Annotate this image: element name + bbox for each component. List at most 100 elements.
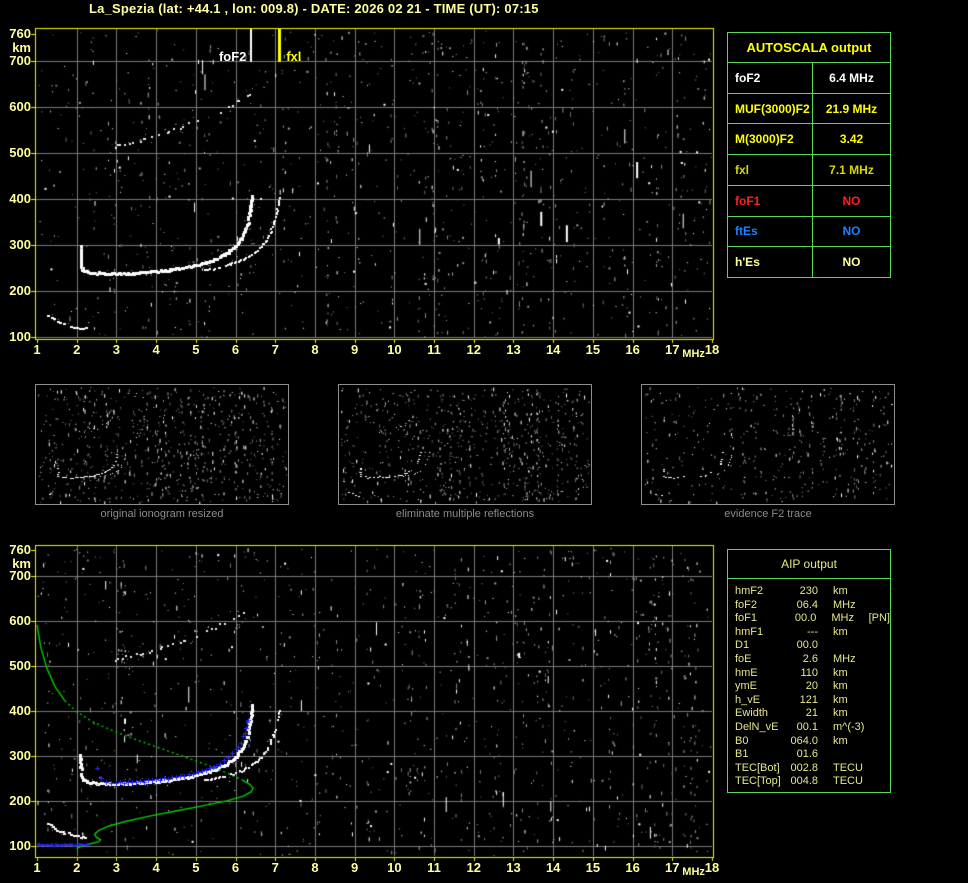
x-tick-label: 3 bbox=[112, 860, 121, 875]
x-tick-label: 1 bbox=[33, 860, 41, 875]
aip-row-unit: TECU bbox=[833, 775, 863, 788]
aip-row-label: B1 bbox=[735, 748, 749, 761]
aip-row-label: foF1 bbox=[735, 612, 758, 625]
x-tick-label: 18 bbox=[704, 860, 720, 875]
aip-row-ewidth: Ewidth 21 km bbox=[735, 707, 890, 721]
aip-row-unit: MHz bbox=[833, 598, 856, 611]
y-tick-label: 400 bbox=[9, 702, 31, 718]
autoscala-row-value: 6.4 MHz bbox=[829, 70, 874, 85]
aip-row-tectop: TEC[Top] 004.8 TECU bbox=[735, 775, 890, 789]
aip-row-hme: hmE 110 km bbox=[735, 667, 890, 681]
aip-row-label: ymE bbox=[735, 680, 757, 693]
y-tick-label: 500 bbox=[9, 145, 31, 161]
autoscala-table-header: AUTOSCALA output bbox=[728, 33, 890, 63]
autoscala-row-value: 3.42 bbox=[839, 132, 864, 147]
y-tick-label: 700 bbox=[9, 53, 31, 69]
aip-table-rows: hmF2 230 km foF2 06.4 MHz foF1 00.0 MHz [PN] hmF1 -… bbox=[728, 579, 890, 789]
aip-row-unit: km bbox=[833, 625, 848, 638]
aip-row-unit bbox=[833, 639, 871, 653]
autoscala-row-label: ftEs bbox=[728, 216, 813, 247]
y-tick-label: 400 bbox=[9, 191, 31, 207]
x-tick-label: 9 bbox=[351, 860, 359, 875]
bottom-ionogram-canvas bbox=[0, 538, 725, 862]
aip-row-value: 00.0 bbox=[794, 612, 817, 625]
autoscala-row-value: 7.1 MHz bbox=[829, 163, 874, 178]
x-tick-label: 15 bbox=[585, 342, 601, 357]
aip-row-hmf2: hmF2 230 km bbox=[735, 585, 890, 599]
autoscala-row-label: foF2 bbox=[728, 63, 813, 93]
autoscala-row-value: NO bbox=[842, 224, 861, 239]
x-tick-label: 14 bbox=[545, 342, 561, 357]
thumbnail-eliminate-reflections bbox=[338, 384, 592, 505]
aip-row-value: 230 bbox=[799, 585, 818, 597]
aip-row-label: foE bbox=[735, 652, 752, 665]
autoscala-row-value: NO bbox=[842, 255, 861, 270]
fxl-marker-label: fxl bbox=[286, 49, 302, 64]
aip-row-value: 00.1 bbox=[796, 720, 818, 733]
x-tick-label: 10 bbox=[387, 342, 402, 357]
x-tick-label: 15 bbox=[585, 860, 601, 875]
aip-row-label: hmE bbox=[735, 666, 758, 679]
aip-row-unit: km bbox=[833, 707, 848, 720]
x-tick-label: 5 bbox=[192, 342, 200, 357]
fof2-marker-label: foF2 bbox=[218, 49, 247, 64]
aip-row-label: B0 bbox=[735, 734, 749, 747]
aip-row-foe: foE 2.6 MHz bbox=[735, 653, 890, 667]
y-tick-label: 760 bbox=[9, 25, 31, 41]
aip-row-label: hmF2 bbox=[735, 585, 764, 597]
aip-row-unit: MHz bbox=[833, 652, 856, 665]
x-tick-label: 6 bbox=[231, 342, 240, 357]
autoscala-row-value: 21.9 MHz bbox=[825, 101, 878, 116]
aip-row-hve: h_vE 121 km bbox=[735, 694, 890, 708]
aip-row-b1: B1 01.6 bbox=[735, 748, 890, 762]
x-tick-label: 11 bbox=[427, 342, 441, 357]
x-axis-unit-label: MHz bbox=[682, 348, 705, 360]
y-tick-label: 200 bbox=[9, 792, 31, 808]
aip-row-unit: km bbox=[833, 585, 848, 597]
autoscala-row-label: h'Es bbox=[728, 247, 813, 278]
autoscala-row-hes: h'Es NO bbox=[728, 246, 890, 278]
y-tick-label: 700 bbox=[9, 568, 31, 584]
aip-row-value: --- bbox=[807, 625, 818, 638]
aip-row-unit bbox=[833, 748, 871, 762]
x-tick-label: 10 bbox=[387, 860, 402, 875]
x-tick-label: 11 bbox=[427, 860, 441, 875]
aip-row-value: 121 bbox=[799, 693, 818, 706]
y-tick-label: 300 bbox=[9, 237, 31, 253]
aip-row-hmf1: hmF1 --- km bbox=[735, 626, 890, 640]
x-tick-label: 1 bbox=[33, 342, 41, 357]
aip-row-label: hmF1 bbox=[735, 625, 764, 638]
aip-row-unit: MHz bbox=[831, 612, 854, 625]
aip-row-value: 004.8 bbox=[790, 775, 818, 788]
x-tick-label: 2 bbox=[73, 342, 81, 357]
y-tick-label: 200 bbox=[9, 283, 31, 298]
aip-row-unit: m^(-3) bbox=[833, 720, 865, 733]
aip-row-tecbot: TEC[Bot] 002.8 TECU bbox=[735, 762, 890, 776]
aip-row-value: 01.6 bbox=[796, 748, 818, 761]
aip-row-b0: B0 064.0 km bbox=[735, 735, 890, 749]
y-tick-label: 600 bbox=[9, 613, 31, 629]
x-tick-label: 2 bbox=[73, 860, 81, 875]
autoscala-row-label: fxl bbox=[728, 155, 813, 185]
aip-row-value: 00.0 bbox=[796, 639, 818, 652]
autoscala-row-m3000f2: M(3000)F2 3.42 bbox=[728, 123, 890, 155]
x-tick-label: 16 bbox=[625, 860, 640, 875]
thumbnail-caption-eliminate: eliminate multiple reflections bbox=[395, 508, 535, 520]
aip-row-value: 21 bbox=[805, 707, 818, 720]
autoscala-row-fof2: foF2 6.4 MHz bbox=[728, 63, 890, 93]
y-tick-label: 100 bbox=[9, 837, 31, 853]
x-tick-label: 4 bbox=[152, 860, 160, 875]
aip-row-fof2: foF2 06.4 MHz bbox=[735, 599, 890, 613]
aip-row-unit: km bbox=[833, 734, 848, 747]
aip-row-label: TEC[Top] bbox=[735, 775, 781, 788]
aip-row-unit: km bbox=[833, 680, 848, 693]
y-tick-label: 300 bbox=[9, 747, 31, 763]
autoscala-row-label: foF1 bbox=[728, 185, 813, 216]
y-axis-unit-label: km bbox=[12, 39, 31, 55]
thumbnail-evidence-f2-trace bbox=[641, 384, 895, 505]
aip-row-unit: TECU bbox=[833, 761, 863, 774]
thumbnail-caption-evidence: evidence F2 trace bbox=[724, 508, 812, 520]
aip-row-yme: ymE 20 km bbox=[735, 680, 890, 694]
y-axis-unit-label: km bbox=[12, 555, 31, 571]
x-tick-label: 8 bbox=[311, 342, 319, 357]
